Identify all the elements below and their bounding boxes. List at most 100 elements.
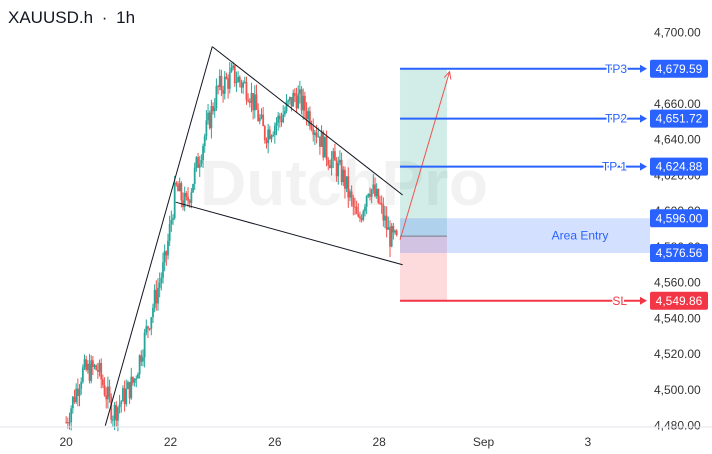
candle-body bbox=[335, 160, 338, 177]
candle-body bbox=[66, 422, 69, 424]
candle-body bbox=[207, 112, 209, 121]
candle-body bbox=[327, 159, 330, 166]
candle-body bbox=[227, 78, 229, 89]
candle-body bbox=[225, 76, 228, 79]
candle-body bbox=[238, 76, 241, 83]
candle-body bbox=[91, 360, 94, 367]
candle-body bbox=[78, 388, 81, 396]
candle-body bbox=[235, 82, 238, 84]
candle-body bbox=[315, 132, 318, 137]
candles bbox=[65, 61, 398, 432]
candle-body bbox=[360, 218, 363, 220]
candle-body bbox=[350, 191, 353, 198]
candle-body bbox=[307, 111, 310, 120]
candle-body bbox=[287, 100, 290, 102]
candle-body bbox=[170, 220, 173, 225]
candle-body bbox=[230, 67, 233, 72]
candle-body bbox=[262, 114, 265, 127]
upper-wedge-line[interactable] bbox=[211, 46, 403, 196]
candle-body bbox=[195, 157, 198, 168]
candle-body bbox=[167, 240, 169, 256]
y-tick-label: 4,540.00 bbox=[654, 311, 701, 325]
candle-body bbox=[392, 225, 395, 233]
y-tick-label: 4,520.00 bbox=[654, 347, 701, 361]
x-tick-label: 22 bbox=[164, 435, 178, 449]
impulse-line[interactable] bbox=[104, 46, 213, 426]
candle-body bbox=[158, 282, 161, 288]
candle-body bbox=[382, 204, 385, 221]
x-tick-label: Sep bbox=[473, 435, 495, 449]
level-label-tp1: TP 1 bbox=[602, 160, 627, 174]
candle-body bbox=[187, 196, 189, 201]
candle-body bbox=[115, 404, 118, 421]
candle-body bbox=[247, 99, 250, 102]
candle-body bbox=[85, 359, 88, 370]
x-tick-label: 28 bbox=[372, 435, 386, 449]
level-label-sl: SL bbox=[612, 294, 627, 308]
candle-body bbox=[128, 382, 131, 399]
candle-body bbox=[280, 119, 283, 123]
y-tick-label: 4,500.00 bbox=[654, 383, 701, 397]
candle-body bbox=[168, 224, 171, 241]
symbol-name: XAUUSD.h bbox=[8, 8, 93, 27]
candle-body bbox=[283, 111, 286, 115]
candle-body bbox=[183, 193, 186, 208]
candle-body bbox=[308, 111, 311, 127]
candle-body bbox=[312, 128, 315, 135]
candle-body bbox=[190, 192, 193, 203]
candle-body bbox=[330, 158, 333, 169]
candle-body bbox=[329, 165, 331, 169]
candle-body bbox=[95, 365, 98, 371]
candle-body bbox=[340, 159, 343, 183]
candle-body bbox=[255, 94, 258, 110]
candle-body bbox=[202, 146, 204, 161]
candle-body bbox=[263, 126, 266, 141]
y-tick-label: 4,700.00 bbox=[654, 25, 701, 39]
candle-body bbox=[339, 159, 341, 163]
candle-body bbox=[344, 169, 346, 189]
candle-body bbox=[345, 176, 348, 189]
candle-body bbox=[295, 96, 298, 109]
position-tool[interactable]: Area Entry bbox=[400, 68, 650, 301]
candle-body bbox=[143, 332, 146, 358]
candle-body bbox=[270, 135, 273, 139]
candle-body bbox=[367, 193, 370, 197]
x-tick-label: 3 bbox=[584, 435, 591, 449]
candle-body bbox=[297, 93, 300, 109]
candle-body bbox=[163, 251, 166, 263]
candle-body bbox=[145, 326, 148, 333]
projection-arrow[interactable] bbox=[399, 71, 451, 240]
level-label-tp3: TP3 bbox=[605, 62, 627, 76]
candle-body bbox=[290, 97, 293, 107]
candle-body bbox=[384, 215, 386, 221]
price-badge-text-sl: 4,549.86 bbox=[656, 294, 703, 308]
candle-body bbox=[240, 82, 243, 88]
level-lines[interactable]: TP3 4,679.59 TP2 4,651.72 TP 1 4,624.88 4,596.… bbox=[400, 59, 708, 310]
candle-body bbox=[222, 90, 224, 94]
timeframe: 1h bbox=[116, 8, 135, 27]
candle-body bbox=[319, 136, 321, 147]
pattern-lines[interactable] bbox=[104, 46, 452, 426]
candle-body bbox=[395, 230, 398, 236]
x-axis: 20 22 26 28 Sep 3 bbox=[0, 426, 712, 449]
candle-body bbox=[268, 129, 271, 139]
candle-body bbox=[147, 326, 149, 329]
candle-body bbox=[349, 191, 351, 198]
candle-body bbox=[101, 379, 104, 386]
candle-body bbox=[118, 404, 121, 408]
y-tick-label: 4,480.00 bbox=[654, 419, 701, 433]
candle-body bbox=[70, 408, 73, 422]
candle-body bbox=[193, 167, 196, 185]
candle-body bbox=[257, 109, 260, 122]
candle-body bbox=[212, 106, 214, 112]
entry-zone[interactable] bbox=[400, 218, 650, 254]
candle-body bbox=[272, 134, 275, 136]
candle-body bbox=[357, 213, 360, 217]
lower-wedge-line[interactable] bbox=[175, 201, 403, 266]
entry-zone-label: Area Entry bbox=[552, 229, 609, 243]
candle-body bbox=[198, 163, 201, 168]
candle-body bbox=[337, 162, 340, 177]
level-arrow-sl bbox=[640, 296, 647, 305]
candle-body bbox=[380, 203, 383, 205]
